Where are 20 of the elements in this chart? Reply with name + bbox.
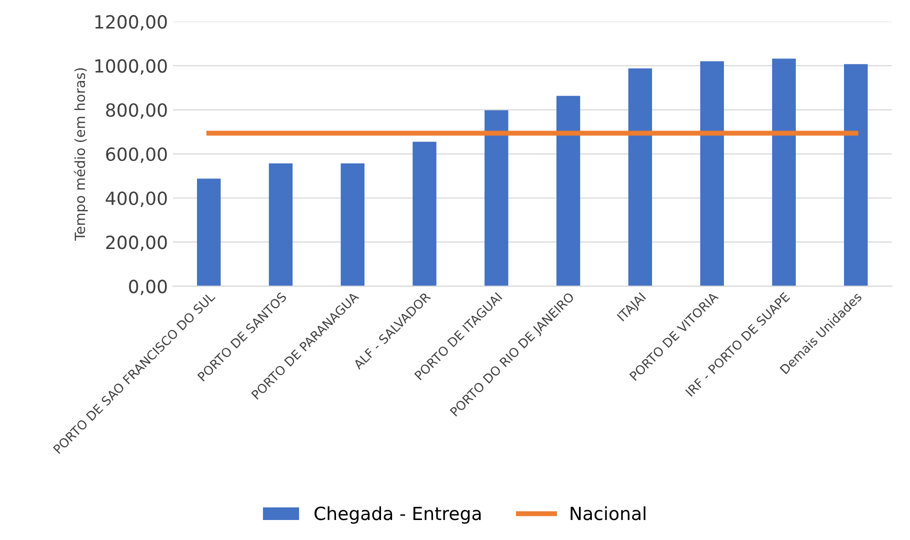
bar [700, 61, 724, 286]
bar [772, 58, 796, 286]
y-tick-label: 200,00 [106, 236, 167, 252]
bar [340, 163, 364, 286]
bar [844, 64, 868, 286]
y-tick-label: 800,00 [106, 103, 167, 119]
y-tick-label: 1000,00 [95, 59, 167, 75]
bar [556, 96, 580, 286]
y-tick-label: 400,00 [106, 191, 167, 207]
y-axis-title: Tempo médio (em horas) [74, 68, 88, 241]
y-tick-label: 600,00 [106, 147, 167, 163]
y-tick-label: 1200,00 [95, 15, 167, 31]
bar [628, 68, 652, 286]
bar [268, 163, 293, 286]
bar [412, 142, 436, 286]
bar [196, 178, 221, 286]
legend-label: Nacional [570, 506, 646, 520]
y-tick-label: 0,00 [129, 280, 167, 296]
bar [484, 110, 508, 286]
legend-label: Chegada - Entrega [314, 506, 481, 524]
